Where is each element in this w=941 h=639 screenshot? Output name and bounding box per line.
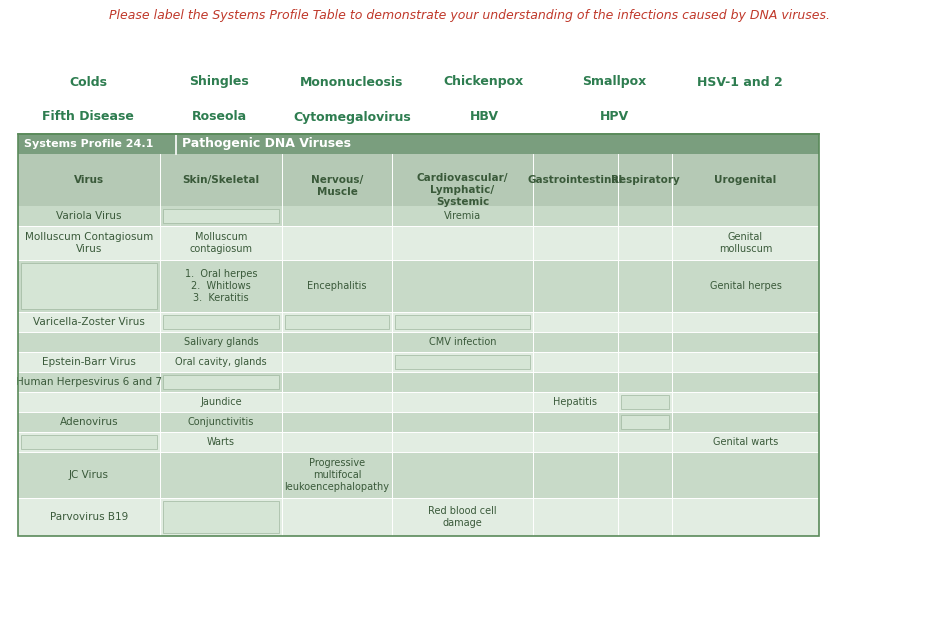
Bar bbox=[18, 206, 819, 226]
Bar bbox=[18, 498, 819, 536]
Text: Jaundice: Jaundice bbox=[200, 397, 242, 407]
Bar bbox=[163, 315, 279, 329]
Text: JC Virus: JC Virus bbox=[69, 470, 109, 480]
Text: Warts: Warts bbox=[207, 437, 235, 447]
Text: Pathogenic DNA Viruses: Pathogenic DNA Viruses bbox=[182, 137, 351, 151]
Bar bbox=[621, 415, 669, 429]
Text: HBV: HBV bbox=[470, 111, 499, 123]
Text: CMV infection: CMV infection bbox=[429, 337, 496, 347]
Bar bbox=[621, 395, 669, 409]
Bar bbox=[18, 260, 819, 312]
Text: HPV: HPV bbox=[599, 111, 629, 123]
Bar bbox=[285, 315, 389, 329]
Text: Roseola: Roseola bbox=[191, 111, 247, 123]
Text: Fifth Disease: Fifth Disease bbox=[42, 111, 134, 123]
Text: Parvovirus B19: Parvovirus B19 bbox=[50, 512, 128, 522]
Bar bbox=[18, 134, 819, 154]
Text: Genital warts: Genital warts bbox=[713, 437, 778, 447]
Bar bbox=[18, 154, 819, 206]
Text: Variola Virus: Variola Virus bbox=[56, 211, 121, 221]
Text: Chickenpox: Chickenpox bbox=[444, 75, 524, 88]
Bar bbox=[163, 209, 279, 223]
Text: Conjunctivitis: Conjunctivitis bbox=[188, 417, 254, 427]
Bar bbox=[163, 375, 279, 389]
Text: Encephalitis: Encephalitis bbox=[308, 281, 367, 291]
Text: Smallpox: Smallpox bbox=[582, 75, 646, 88]
Text: Skin/Skeletal: Skin/Skeletal bbox=[183, 175, 260, 185]
Text: Genital herpes: Genital herpes bbox=[710, 281, 781, 291]
Text: Varicella-Zoster Virus: Varicella-Zoster Virus bbox=[33, 317, 145, 327]
Bar bbox=[18, 312, 819, 332]
Bar bbox=[18, 332, 819, 352]
Text: Virus: Virus bbox=[74, 175, 104, 185]
Bar bbox=[18, 412, 819, 432]
Bar bbox=[18, 134, 819, 536]
Text: Molluscum Contagiosum
Virus: Molluscum Contagiosum Virus bbox=[24, 232, 153, 254]
Text: Salivary glands: Salivary glands bbox=[183, 337, 259, 347]
Text: Progressive
multifocal
leukoencephalopathy: Progressive multifocal leukoencephalopat… bbox=[284, 458, 390, 493]
Text: Epstein-Barr Virus: Epstein-Barr Virus bbox=[42, 357, 136, 367]
Bar bbox=[18, 392, 819, 412]
Bar bbox=[18, 432, 819, 452]
Bar bbox=[18, 372, 819, 392]
Text: Systems Profile 24.1: Systems Profile 24.1 bbox=[24, 139, 153, 149]
Bar bbox=[395, 315, 530, 329]
Bar bbox=[21, 263, 157, 309]
Text: 1.  Oral herpes
2.  Whitlows
3.  Keratitis: 1. Oral herpes 2. Whitlows 3. Keratitis bbox=[184, 268, 257, 304]
Text: Urogenital: Urogenital bbox=[714, 175, 776, 185]
Text: Oral cavity, glands: Oral cavity, glands bbox=[175, 357, 267, 367]
Text: Respiratory: Respiratory bbox=[611, 175, 679, 185]
Text: Adenovirus: Adenovirus bbox=[59, 417, 119, 427]
Text: Shingles: Shingles bbox=[189, 75, 248, 88]
Text: Colds: Colds bbox=[69, 75, 107, 88]
Bar bbox=[18, 352, 819, 372]
Bar bbox=[21, 435, 157, 449]
Bar bbox=[163, 501, 279, 533]
Text: Red blood cell
damage: Red blood cell damage bbox=[428, 506, 497, 528]
Text: Genital
molluscum: Genital molluscum bbox=[719, 232, 773, 254]
Text: Please label the Systems Profile Table to demonstrate your understanding of the : Please label the Systems Profile Table t… bbox=[109, 9, 831, 22]
Text: Viremia: Viremia bbox=[444, 211, 481, 221]
Text: Hepatitis: Hepatitis bbox=[553, 397, 598, 407]
Text: Gastrointestinal: Gastrointestinal bbox=[528, 175, 623, 185]
Bar bbox=[18, 226, 819, 260]
Text: Nervous/
Muscle: Nervous/ Muscle bbox=[311, 175, 363, 197]
Text: Cardiovascular/
Lymphatic/
Systemic: Cardiovascular/ Lymphatic/ Systemic bbox=[417, 173, 508, 208]
Bar bbox=[395, 355, 530, 369]
Bar bbox=[18, 452, 819, 498]
Text: HSV-1 and 2: HSV-1 and 2 bbox=[697, 75, 783, 88]
Text: Cytomegalovirus: Cytomegalovirus bbox=[294, 111, 411, 123]
Text: Mononucleosis: Mononucleosis bbox=[300, 75, 404, 88]
Text: Human Herpesvirus 6 and 7: Human Herpesvirus 6 and 7 bbox=[16, 377, 162, 387]
Text: Molluscum
contagiosum: Molluscum contagiosum bbox=[189, 232, 252, 254]
